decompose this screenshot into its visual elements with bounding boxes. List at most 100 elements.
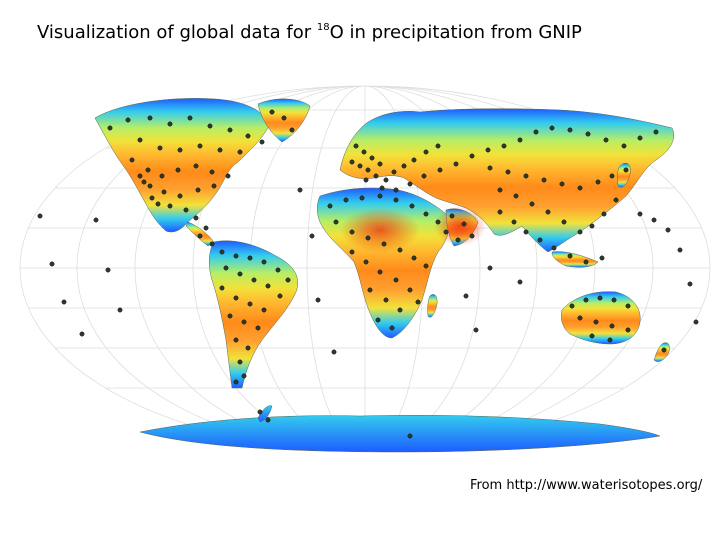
- gnip-station-marker: [193, 163, 199, 169]
- gnip-station-marker: [207, 123, 213, 129]
- gnip-station-marker: [333, 219, 339, 225]
- gnip-station-marker: [245, 345, 251, 351]
- gnip-station-marker: [577, 229, 583, 235]
- gnip-station-marker: [363, 177, 369, 183]
- gnip-station-marker: [209, 169, 215, 175]
- gnip-station-marker: [147, 115, 153, 121]
- gnip-station-marker: [373, 173, 379, 179]
- gnip-station-marker: [391, 169, 397, 175]
- gnip-station-marker: [269, 109, 275, 115]
- gnip-station-marker: [559, 181, 565, 187]
- gnip-station-marker: [545, 209, 551, 215]
- gnip-station-marker: [401, 163, 407, 169]
- southeast-asia-islands: [551, 251, 599, 268]
- gnip-station-marker: [147, 183, 153, 189]
- gnip-station-marker: [241, 319, 247, 325]
- gnip-station-marker: [501, 143, 507, 149]
- gnip-station-marker: [365, 167, 371, 173]
- gnip-station-marker: [93, 217, 99, 223]
- gnip-station-marker: [349, 229, 355, 235]
- gnip-station-marker: [609, 323, 615, 329]
- gnip-station-marker: [357, 163, 363, 169]
- gnip-station-marker: [551, 245, 557, 251]
- gnip-station-marker: [155, 201, 161, 207]
- gnip-station-marker: [259, 139, 265, 145]
- gnip-station-marker: [187, 115, 193, 121]
- gnip-station-marker: [625, 303, 631, 309]
- gnip-station-marker: [589, 223, 595, 229]
- gnip-station-marker: [407, 433, 413, 439]
- gnip-station-marker: [621, 143, 627, 149]
- gnip-station-marker: [265, 283, 271, 289]
- gnip-station-marker: [183, 207, 189, 213]
- gnip-station-marker: [455, 237, 461, 243]
- gnip-station-marker: [665, 227, 671, 233]
- gnip-station-marker: [381, 241, 387, 247]
- antarctica: [139, 415, 661, 453]
- gnip-station-marker: [157, 145, 163, 151]
- title-prefix: Visualization of global data for: [37, 22, 317, 43]
- gnip-station-marker: [473, 327, 479, 333]
- gnip-station-marker: [469, 233, 475, 239]
- gnip-station-marker: [561, 219, 567, 225]
- gnip-station-marker: [349, 159, 355, 165]
- gnip-station-marker: [167, 121, 173, 127]
- gnip-station-marker: [145, 167, 151, 173]
- gnip-station-marker: [597, 295, 603, 301]
- title-suffix: O in precipitation from GNIP: [329, 22, 582, 43]
- south-america: [209, 240, 298, 389]
- gnip-station-marker: [513, 193, 519, 199]
- gnip-station-marker: [137, 137, 143, 143]
- gnip-station-marker: [175, 167, 181, 173]
- gnip-station-marker: [327, 203, 333, 209]
- europe-asia: [339, 108, 674, 253]
- gnip-station-marker: [609, 173, 615, 179]
- gnip-station-marker: [219, 285, 225, 291]
- gnip-station-marker: [651, 217, 657, 223]
- gnip-station-marker: [177, 147, 183, 153]
- gnip-station-marker: [159, 173, 165, 179]
- gnip-station-marker: [661, 347, 667, 353]
- gnip-station-marker: [141, 179, 147, 185]
- gnip-station-marker: [203, 225, 209, 231]
- gnip-station-marker: [637, 135, 643, 141]
- gnip-station-marker: [363, 259, 369, 265]
- gnip-station-marker: [423, 263, 429, 269]
- gnip-station-marker: [423, 149, 429, 155]
- gnip-station-marker: [237, 359, 243, 365]
- gnip-station-marker: [537, 237, 543, 243]
- gnip-station-marker: [437, 167, 443, 173]
- gnip-stations: [37, 109, 699, 439]
- gnip-station-marker: [435, 143, 441, 149]
- hotspot-sahara: [340, 208, 420, 252]
- gnip-station-marker: [209, 241, 215, 247]
- gnip-station-marker: [177, 193, 183, 199]
- gnip-station-marker: [613, 197, 619, 203]
- gnip-station-marker: [583, 297, 589, 303]
- gnip-station-marker: [261, 259, 267, 265]
- gnip-station-marker: [257, 409, 263, 415]
- gnip-station-marker: [533, 129, 539, 135]
- map-title: Visualization of global data for 18O in …: [37, 22, 582, 43]
- gnip-station-marker: [569, 303, 575, 309]
- gnip-station-marker: [167, 203, 173, 209]
- gnip-station-marker: [261, 307, 267, 313]
- gnip-station-marker: [611, 297, 617, 303]
- gnip-station-marker: [443, 229, 449, 235]
- gnip-station-marker: [251, 277, 257, 283]
- gnip-station-marker: [625, 327, 631, 333]
- gnip-station-marker: [61, 299, 67, 305]
- gnip-station-marker: [653, 129, 659, 135]
- gnip-station-marker: [161, 189, 167, 195]
- gnip-station-marker: [599, 255, 605, 261]
- gnip-station-marker: [583, 259, 589, 265]
- gnip-station-marker: [195, 187, 201, 193]
- gnip-station-marker: [601, 211, 607, 217]
- gnip-station-marker: [223, 265, 229, 271]
- gnip-station-marker: [379, 185, 385, 191]
- gnip-station-marker: [485, 147, 491, 153]
- gnip-station-marker: [129, 157, 135, 163]
- gnip-station-marker: [449, 213, 455, 219]
- gnip-station-marker: [193, 215, 199, 221]
